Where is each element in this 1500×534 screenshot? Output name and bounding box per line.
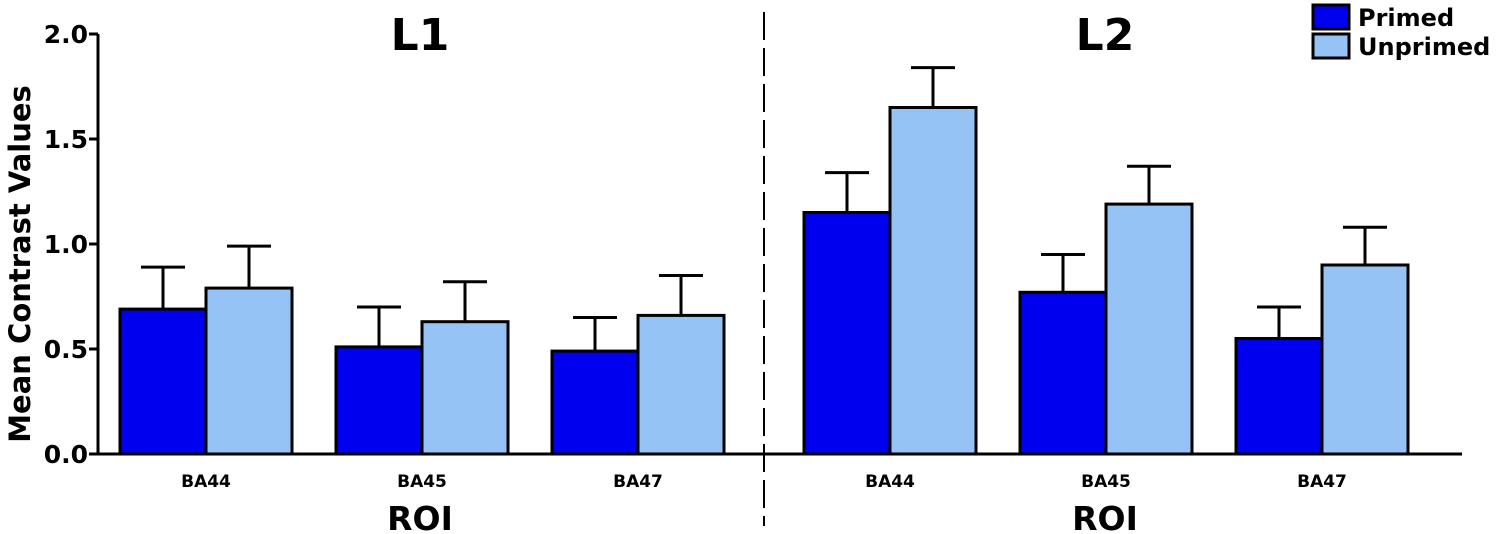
- x-axis-title: ROI: [387, 499, 453, 534]
- legend-swatch-unprimed: [1311, 32, 1351, 60]
- y-tick-label: 1.0: [44, 230, 88, 259]
- labels: 0.0 0.5 1.0 1.5 2.0 Mean Contrast Values L1 ROI…: [3, 10, 1347, 534]
- y-tick-label: 2.0: [44, 20, 88, 49]
- y-axis-title: Mean Contrast Values: [3, 85, 37, 443]
- bar-unprimed: [204, 286, 294, 456]
- legend-label-unprimed: Unprimed: [1358, 33, 1490, 61]
- x-axis-title: ROI: [1072, 499, 1138, 534]
- bar-primed: [118, 307, 208, 456]
- legend-label-primed: Primed: [1358, 4, 1454, 32]
- category-label: BA45: [397, 472, 447, 492]
- bar-unprimed: [1104, 202, 1194, 456]
- category-label: BA47: [613, 472, 663, 492]
- y-tick-label: 0.5: [44, 335, 88, 364]
- bar-primed: [1234, 337, 1324, 456]
- category-label: BA45: [1081, 472, 1131, 492]
- bar-unprimed: [420, 320, 510, 456]
- category-label: BA44: [865, 472, 915, 492]
- bar-unprimed: [636, 313, 726, 456]
- panel-title: L1: [391, 10, 450, 61]
- bar-unprimed: [888, 106, 978, 456]
- bar-primed: [550, 349, 640, 456]
- panel-title: L2: [1076, 10, 1135, 61]
- bar-primed: [334, 345, 424, 456]
- category-label: BA44: [181, 472, 231, 492]
- error-bars: [141, 66, 1387, 352]
- legend-swatch-primed: [1311, 3, 1351, 31]
- bars: [118, 106, 1410, 456]
- y-tick-label: 1.5: [44, 125, 88, 154]
- bar-primed: [802, 211, 892, 456]
- y-tick-label: 0.0: [44, 440, 88, 469]
- bar-primed: [1018, 290, 1108, 456]
- bar-unprimed: [1320, 263, 1410, 456]
- category-label: BA47: [1297, 472, 1347, 492]
